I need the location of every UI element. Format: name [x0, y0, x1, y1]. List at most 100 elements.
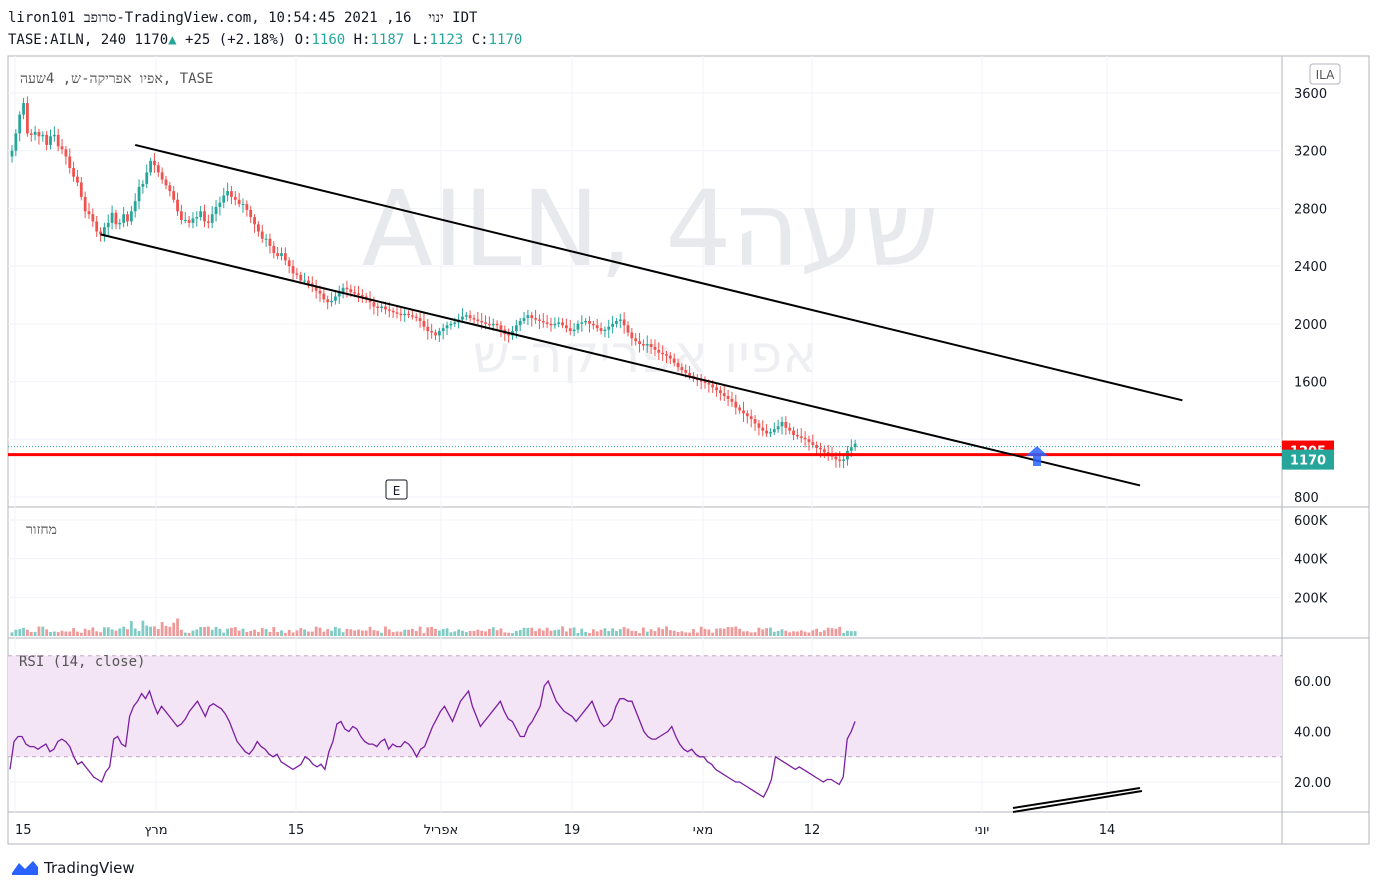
candle-body — [426, 326, 430, 332]
volume-bar — [264, 629, 268, 636]
candle-body — [430, 331, 434, 333]
last-price-tag — [1282, 449, 1334, 470]
volume-bar — [622, 627, 626, 636]
volume-bar — [326, 629, 330, 636]
volume-bar — [380, 632, 383, 636]
volume-bar — [280, 630, 283, 636]
candle-body — [772, 429, 776, 433]
candle-body — [56, 134, 60, 147]
volume-bar — [588, 633, 591, 636]
volume-bar — [341, 632, 345, 636]
volume-bar — [792, 631, 795, 636]
price-change: +25 (+2.18%) — [185, 32, 287, 48]
volume-tick-label: 400K — [1294, 553, 1328, 568]
tradingview-logo-icon — [12, 861, 38, 875]
volume-bar — [541, 630, 545, 636]
volume-bar — [95, 631, 99, 636]
candle-body — [52, 134, 56, 137]
volume-bar — [819, 631, 822, 636]
volume-bar — [849, 631, 853, 636]
candle-body — [437, 331, 441, 336]
channel-lower-line[interactable] — [100, 233, 1141, 487]
candle-body — [357, 293, 360, 295]
volume-bar — [330, 630, 333, 636]
candle-body — [287, 260, 291, 267]
candle-body — [468, 315, 472, 319]
candle-body — [156, 165, 160, 173]
candle-body — [283, 253, 287, 261]
candle-body — [588, 320, 591, 324]
volume-bar — [476, 629, 480, 636]
rsi-divergence-line-1[interactable] — [1012, 787, 1141, 809]
volume-bar — [480, 630, 484, 636]
candle-body — [133, 201, 137, 212]
chart-header: liron101 סרופב-TradingView.com, ינוי 16,… — [8, 7, 522, 51]
volume-bar — [491, 627, 495, 636]
volume-bar — [52, 631, 56, 636]
candle-body — [318, 290, 322, 294]
candle-body — [803, 437, 807, 440]
volume-bar — [634, 630, 638, 636]
candle-body — [303, 280, 306, 282]
volume-bar — [695, 632, 699, 636]
time-tick-label: 14 — [1099, 823, 1116, 838]
candle-body — [26, 103, 29, 134]
volume-bar — [345, 628, 349, 636]
volume-bar — [206, 626, 210, 636]
candle-body — [711, 384, 715, 388]
symbol-watermark: AILN, 4שעה — [362, 168, 939, 290]
volume-bar — [176, 618, 179, 636]
volume-bar — [357, 629, 360, 636]
channel-upper-line[interactable] — [134, 143, 1183, 402]
candle-body — [699, 380, 703, 382]
candle-body — [449, 323, 453, 326]
candle-body — [76, 176, 79, 183]
volume-bar — [449, 632, 453, 636]
volume-bar — [784, 630, 788, 636]
arrow-up-icon[interactable] — [1026, 446, 1048, 466]
candle-body — [176, 199, 179, 212]
volume-bar — [45, 629, 49, 636]
volume-bar — [780, 629, 784, 636]
candle-body — [549, 323, 553, 326]
pane-title: אפיו אפריקה-ש, 4שעה, TASE — [20, 71, 213, 87]
earnings-marker[interactable] — [385, 479, 408, 500]
candle-body — [10, 150, 14, 157]
candle-body — [230, 191, 233, 197]
time-tick-label: 15 — [15, 823, 32, 838]
currency-badge[interactable] — [1309, 63, 1341, 85]
candle-body — [530, 315, 534, 319]
candle-body — [665, 354, 668, 356]
candle-body — [680, 367, 684, 371]
volume-bar — [426, 627, 430, 636]
candle-body — [422, 320, 426, 327]
candle-body — [349, 289, 353, 293]
volume-bar — [257, 631, 260, 636]
candles — [10, 96, 857, 469]
volume-bar — [187, 632, 191, 636]
candle-body — [518, 320, 522, 326]
volume-bar — [668, 630, 672, 636]
candle-body — [403, 313, 407, 316]
candle-body — [83, 196, 87, 212]
volume-bar — [826, 627, 830, 636]
volume-bar — [561, 626, 564, 636]
volume-bar — [91, 627, 95, 636]
volume-bar — [291, 632, 295, 636]
candle-body — [522, 318, 526, 321]
volume-bar — [303, 629, 306, 636]
time-tick-label: 12 — [804, 823, 821, 838]
volume-bar — [60, 630, 64, 636]
tradingview-brand[interactable]: TradingView — [10, 859, 135, 877]
volume-bar — [237, 630, 241, 636]
candle-body — [595, 325, 599, 329]
rsi-divergence-line-2[interactable] — [1012, 790, 1143, 813]
volume-bar — [599, 629, 603, 636]
volume-bar — [692, 629, 695, 636]
brand-label: TradingView — [44, 859, 135, 877]
candle-body — [249, 209, 253, 218]
candle-body — [418, 318, 422, 321]
candle-body — [29, 133, 33, 135]
volume-bar — [645, 631, 649, 636]
